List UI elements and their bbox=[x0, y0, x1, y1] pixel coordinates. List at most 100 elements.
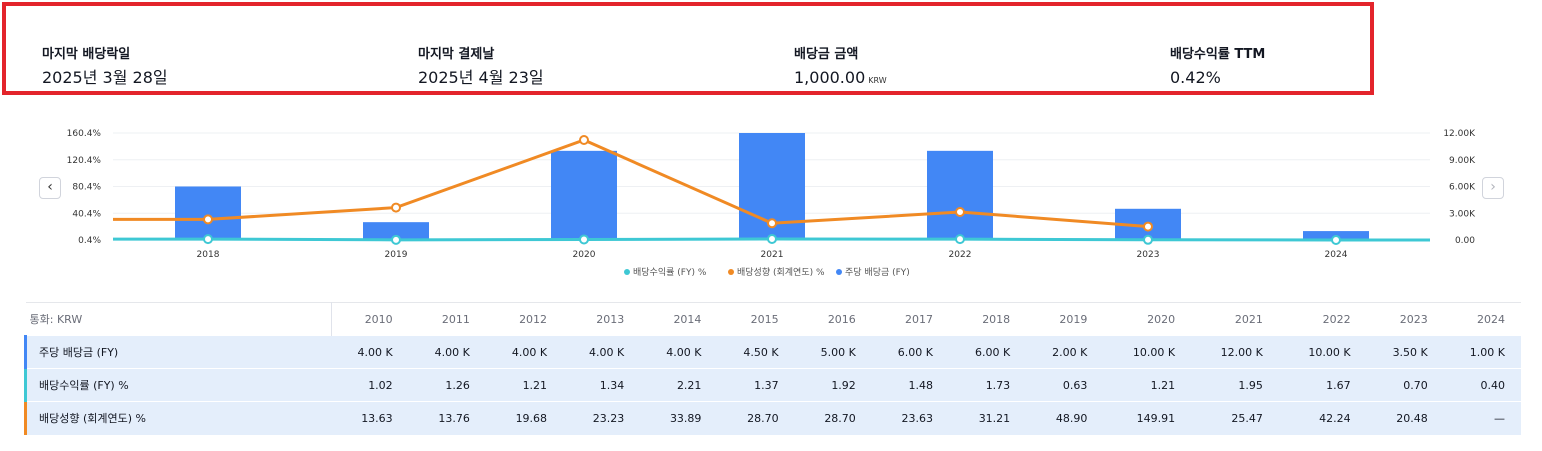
x-axis-tick: 2022 bbox=[949, 250, 972, 260]
series-point bbox=[1143, 221, 1153, 232]
table-cell: 0.63 bbox=[1026, 368, 1104, 402]
table-cell: 10.00 K bbox=[1103, 335, 1192, 369]
series-point bbox=[579, 135, 589, 146]
stat-unit: KRW bbox=[868, 76, 887, 85]
table-row: 배당수익률 (FY) % 1.02 1.26 1.21 1.34 2.21 1.37 1.92… bbox=[24, 368, 1521, 402]
year-header: 2017 bbox=[871, 302, 949, 336]
series-point bbox=[1143, 234, 1153, 245]
table-cell: 20.48 bbox=[1366, 401, 1444, 435]
stat-value: 2025년 3월 28일 bbox=[42, 67, 168, 89]
table-cell: 4.00 K bbox=[485, 335, 564, 369]
table-cell: 6.00 K bbox=[871, 335, 949, 369]
stat-value-text: 2025년 3월 28일 bbox=[42, 68, 168, 87]
year-header: 2022 bbox=[1278, 302, 1367, 336]
stat-value-text: 1,000.00 bbox=[794, 68, 866, 87]
table-cell: 1.37 bbox=[717, 368, 795, 402]
left-axis-tick: 160.4% bbox=[67, 129, 102, 139]
dividend-summary-box: 마지막 배당락일 2025년 3월 28일 마지막 결제날 2025년 4월 2… bbox=[2, 2, 1374, 95]
x-axis-tick: 2024 bbox=[1325, 250, 1348, 260]
table-cell: 0.40 bbox=[1443, 368, 1521, 402]
x-axis-tick: 2021 bbox=[761, 250, 784, 260]
table-cell: 2.21 bbox=[640, 368, 718, 402]
stat-value: 1,000.00 KRW bbox=[794, 67, 887, 92]
year-header: 2015 bbox=[717, 302, 795, 336]
legend-item[interactable]: 배당수익률 (FY) % bbox=[633, 266, 707, 278]
series-point bbox=[767, 233, 777, 244]
bar-dividend-per-share bbox=[551, 150, 617, 240]
year-header: 2011 bbox=[408, 302, 486, 336]
year-header: 2019 bbox=[1026, 302, 1104, 336]
stat-value-text: 0.42% bbox=[1170, 68, 1221, 87]
table-cell: 1.02 bbox=[331, 368, 409, 402]
x-axis-tick: 2020 bbox=[573, 250, 596, 260]
bar-dividend-per-share bbox=[927, 150, 993, 240]
stat-dividend-amount: 배당금 금액 1,000.00 KRW bbox=[794, 46, 887, 92]
right-axis-tick: 0.00 bbox=[1455, 236, 1475, 246]
table-cell: 0.70 bbox=[1366, 368, 1444, 402]
right-axis-tick: 12.00K bbox=[1443, 129, 1476, 139]
table-cell: 13.63 bbox=[331, 401, 409, 435]
table-cell: 23.23 bbox=[563, 401, 641, 435]
left-axis-tick: 40.4% bbox=[72, 209, 101, 219]
table-cell: 1.34 bbox=[563, 368, 641, 402]
row-label: 배당수익률 (FY) % bbox=[24, 368, 332, 402]
table-cell: 48.90 bbox=[1026, 401, 1104, 435]
row-label: 배당성향 (회계연도) % bbox=[24, 401, 332, 435]
table-cell: 1.21 bbox=[1103, 368, 1192, 402]
table-cell: 10.00 K bbox=[1278, 335, 1367, 369]
legend-marker bbox=[728, 269, 734, 275]
year-header: 2023 bbox=[1366, 302, 1444, 336]
table-cell: — bbox=[1443, 401, 1521, 435]
year-header: 2018 bbox=[949, 302, 1027, 336]
table-cell: 4.00 K bbox=[408, 335, 486, 369]
table-cell: 28.70 bbox=[717, 401, 795, 435]
legend-item[interactable]: 배당성향 (회계연도) % bbox=[737, 266, 825, 278]
row-label: 주당 배당금 (FY) bbox=[24, 335, 332, 369]
legend-item[interactable]: 주당 배당금 (FY) bbox=[845, 267, 910, 278]
chart-next-button[interactable]: › bbox=[1482, 177, 1504, 199]
series-point bbox=[955, 234, 965, 245]
legend-marker bbox=[836, 269, 842, 275]
x-axis-tick: 2018 bbox=[197, 250, 220, 260]
table-cell: 1.48 bbox=[871, 368, 949, 402]
x-axis-tick: 2019 bbox=[385, 250, 408, 260]
series-point bbox=[1331, 235, 1341, 245]
left-axis-tick: 80.4% bbox=[72, 183, 101, 193]
year-header: 2013 bbox=[563, 302, 641, 336]
currency-label: 통화: KRW bbox=[25, 302, 332, 336]
right-axis-tick: 6.00K bbox=[1449, 183, 1476, 193]
table-cell: 23.63 bbox=[871, 401, 949, 435]
table-cell: 1.95 bbox=[1191, 368, 1279, 402]
table-cell: 3.50 K bbox=[1366, 335, 1444, 369]
year-header: 2012 bbox=[485, 302, 564, 336]
series-point bbox=[391, 202, 401, 213]
series-point bbox=[203, 234, 213, 245]
table-cell: 19.68 bbox=[485, 401, 564, 435]
table-cell: 1.26 bbox=[408, 368, 486, 402]
series-point bbox=[203, 214, 213, 225]
table-cell: 1.67 bbox=[1278, 368, 1367, 402]
table-header-row: 통화: KRW 2010 2011 2012 2013 2014 2015 2016 2017 2… bbox=[25, 302, 1521, 336]
right-axis-tick: 9.00K bbox=[1449, 156, 1476, 166]
stat-value: 0.42% bbox=[1170, 67, 1265, 89]
table-cell: 149.91 bbox=[1103, 401, 1192, 435]
right-axis-tick: 3.00K bbox=[1449, 209, 1476, 219]
series-point bbox=[391, 234, 401, 245]
stat-dividend-yield-ttm: 배당수익률 TTM 0.42% bbox=[1170, 46, 1265, 89]
table-cell: 1.21 bbox=[485, 368, 564, 402]
year-header: 2020 bbox=[1103, 302, 1192, 336]
stat-label: 배당금 금액 bbox=[794, 47, 859, 62]
table-cell: 5.00 K bbox=[794, 335, 872, 369]
table-cell: 4.00 K bbox=[331, 335, 409, 369]
bar-dividend-per-share bbox=[175, 186, 241, 240]
stat-last-payment-date: 마지막 결제날 2025년 4월 23일 bbox=[418, 46, 544, 89]
table-cell: 6.00 K bbox=[949, 335, 1027, 369]
dividend-history-chart: 160.4% 120.4% 80.4% 40.4% 0.4% 12.00K 9.00K 6.0… bbox=[67, 129, 1476, 278]
table-cell: 4.50 K bbox=[717, 335, 795, 369]
stat-value: 2025년 4월 23일 bbox=[418, 67, 544, 89]
year-header: 2014 bbox=[640, 302, 718, 336]
table-cell: 1.73 bbox=[949, 368, 1027, 402]
table-cell: 28.70 bbox=[794, 401, 872, 435]
chart-prev-button[interactable]: ‹ bbox=[39, 177, 61, 199]
year-header: 2010 bbox=[331, 302, 409, 336]
